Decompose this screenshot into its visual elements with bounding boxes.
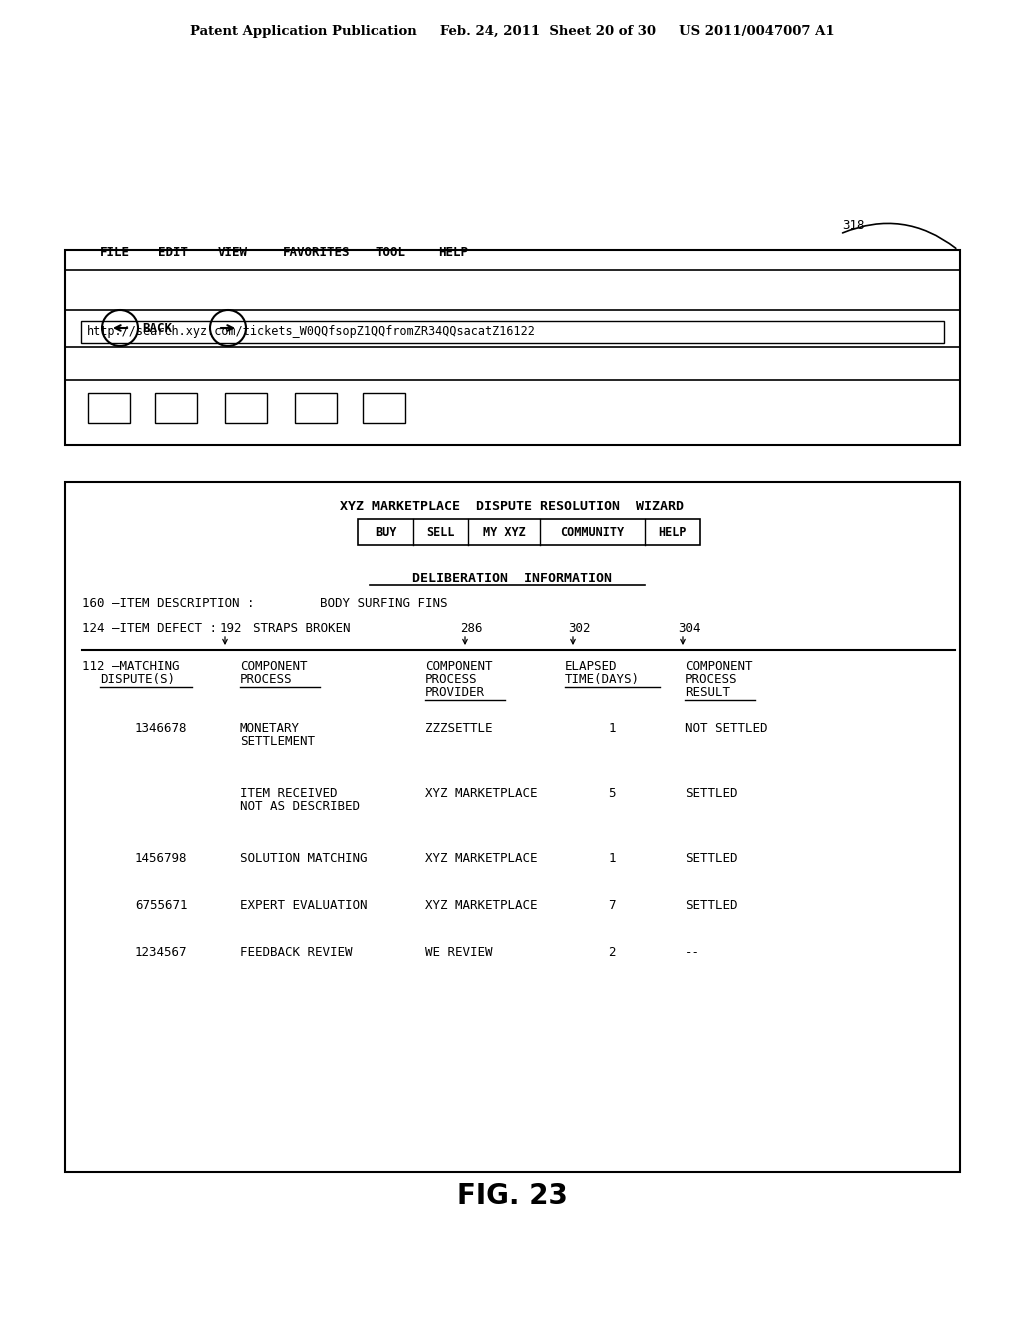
Text: MONETARY: MONETARY <box>240 722 300 735</box>
Bar <box>81 321 944 343</box>
Text: BUY: BUY <box>375 525 396 539</box>
Text: ZZZSETTLE: ZZZSETTLE <box>425 722 493 735</box>
Text: SOLUTION MATCHING: SOLUTION MATCHING <box>240 851 368 865</box>
Text: SETTLEMENT: SETTLEMENT <box>240 735 315 748</box>
Text: EXPERT EVALUATION: EXPERT EVALUATION <box>240 899 368 912</box>
Bar <box>225 393 267 422</box>
Text: RESULT: RESULT <box>685 686 730 700</box>
Text: EDIT: EDIT <box>158 247 188 260</box>
Text: XYZ MARKETPLACE: XYZ MARKETPLACE <box>425 787 538 800</box>
Text: PROCESS: PROCESS <box>240 673 293 686</box>
Text: PROVIDER: PROVIDER <box>425 686 485 700</box>
Text: 7: 7 <box>608 899 615 912</box>
Text: HELP: HELP <box>438 247 468 260</box>
Text: XYZ MARKETPLACE: XYZ MARKETPLACE <box>425 899 538 912</box>
FancyArrowPatch shape <box>843 223 955 248</box>
Text: 304: 304 <box>678 622 700 635</box>
Text: XYZ MARKETPLACE: XYZ MARKETPLACE <box>425 851 538 865</box>
Text: NOT AS DESCRIBED: NOT AS DESCRIBED <box>240 800 360 813</box>
Text: 302: 302 <box>568 622 591 635</box>
Text: DISPUTE(S): DISPUTE(S) <box>100 673 175 686</box>
Text: COMMUNITY: COMMUNITY <box>560 525 625 539</box>
Text: BACK: BACK <box>142 322 172 334</box>
Text: NOT SETTLED: NOT SETTLED <box>685 722 768 735</box>
Text: PROCESS: PROCESS <box>685 673 737 686</box>
Text: FEEDBACK REVIEW: FEEDBACK REVIEW <box>240 946 352 960</box>
Text: 124 —ITEM DEFECT :: 124 —ITEM DEFECT : <box>82 622 217 635</box>
Text: 2: 2 <box>608 946 615 960</box>
Text: 1346678: 1346678 <box>135 722 187 735</box>
Text: MY XYZ: MY XYZ <box>482 525 525 539</box>
Text: 6755671: 6755671 <box>135 899 187 912</box>
Text: SETTLED: SETTLED <box>685 851 737 865</box>
Text: TOOL: TOOL <box>375 247 406 260</box>
Text: XYZ MARKETPLACE  DISPUTE RESOLUTION  WIZARD: XYZ MARKETPLACE DISPUTE RESOLUTION WIZAR… <box>340 500 684 513</box>
Text: --: -- <box>685 946 700 960</box>
Text: WE REVIEW: WE REVIEW <box>425 946 493 960</box>
Text: FIG. 23: FIG. 23 <box>457 1181 567 1210</box>
Text: VIEW: VIEW <box>218 247 248 260</box>
Text: ELAPSED: ELAPSED <box>565 660 617 673</box>
Bar <box>65 249 961 445</box>
Text: 1: 1 <box>608 722 615 735</box>
Text: SELL: SELL <box>426 525 455 539</box>
Text: FAVORITES: FAVORITES <box>283 247 350 260</box>
Bar <box>88 393 130 422</box>
Text: 1: 1 <box>608 851 615 865</box>
Text: 1456798: 1456798 <box>135 851 187 865</box>
Text: 1234567: 1234567 <box>135 946 187 960</box>
Text: 286: 286 <box>460 622 482 635</box>
Bar <box>362 393 406 422</box>
Bar <box>295 393 337 422</box>
Text: 192: 192 <box>220 622 243 635</box>
Text: PROCESS: PROCESS <box>425 673 477 686</box>
Text: 5: 5 <box>608 787 615 800</box>
Bar <box>65 482 961 1172</box>
Text: DELIBERATION  INFORMATION: DELIBERATION INFORMATION <box>412 572 612 585</box>
Text: 318: 318 <box>842 219 864 232</box>
Text: ITEM RECEIVED: ITEM RECEIVED <box>240 787 338 800</box>
Bar <box>155 393 197 422</box>
Text: HELP: HELP <box>658 525 687 539</box>
Text: STRAPS BROKEN: STRAPS BROKEN <box>253 622 350 635</box>
Text: FILE: FILE <box>100 247 130 260</box>
Text: COMPONENT: COMPONENT <box>240 660 307 673</box>
Text: BODY SURFING FINS: BODY SURFING FINS <box>319 597 447 610</box>
Text: COMPONENT: COMPONENT <box>685 660 753 673</box>
Text: TIME(DAYS): TIME(DAYS) <box>565 673 640 686</box>
Text: COMPONENT: COMPONENT <box>425 660 493 673</box>
Text: http://search.xyz.com/tickets_W0QQfsopZ1QQfromZR34QQsacatZ16122: http://search.xyz.com/tickets_W0QQfsopZ1… <box>87 326 536 338</box>
Text: 160 —ITEM DESCRIPTION :: 160 —ITEM DESCRIPTION : <box>82 597 255 610</box>
Text: Patent Application Publication     Feb. 24, 2011  Sheet 20 of 30     US 2011/004: Patent Application Publication Feb. 24, … <box>189 25 835 38</box>
Text: SETTLED: SETTLED <box>685 787 737 800</box>
Text: 112 —MATCHING: 112 —MATCHING <box>82 660 179 673</box>
Bar <box>358 519 700 545</box>
Text: SETTLED: SETTLED <box>685 899 737 912</box>
